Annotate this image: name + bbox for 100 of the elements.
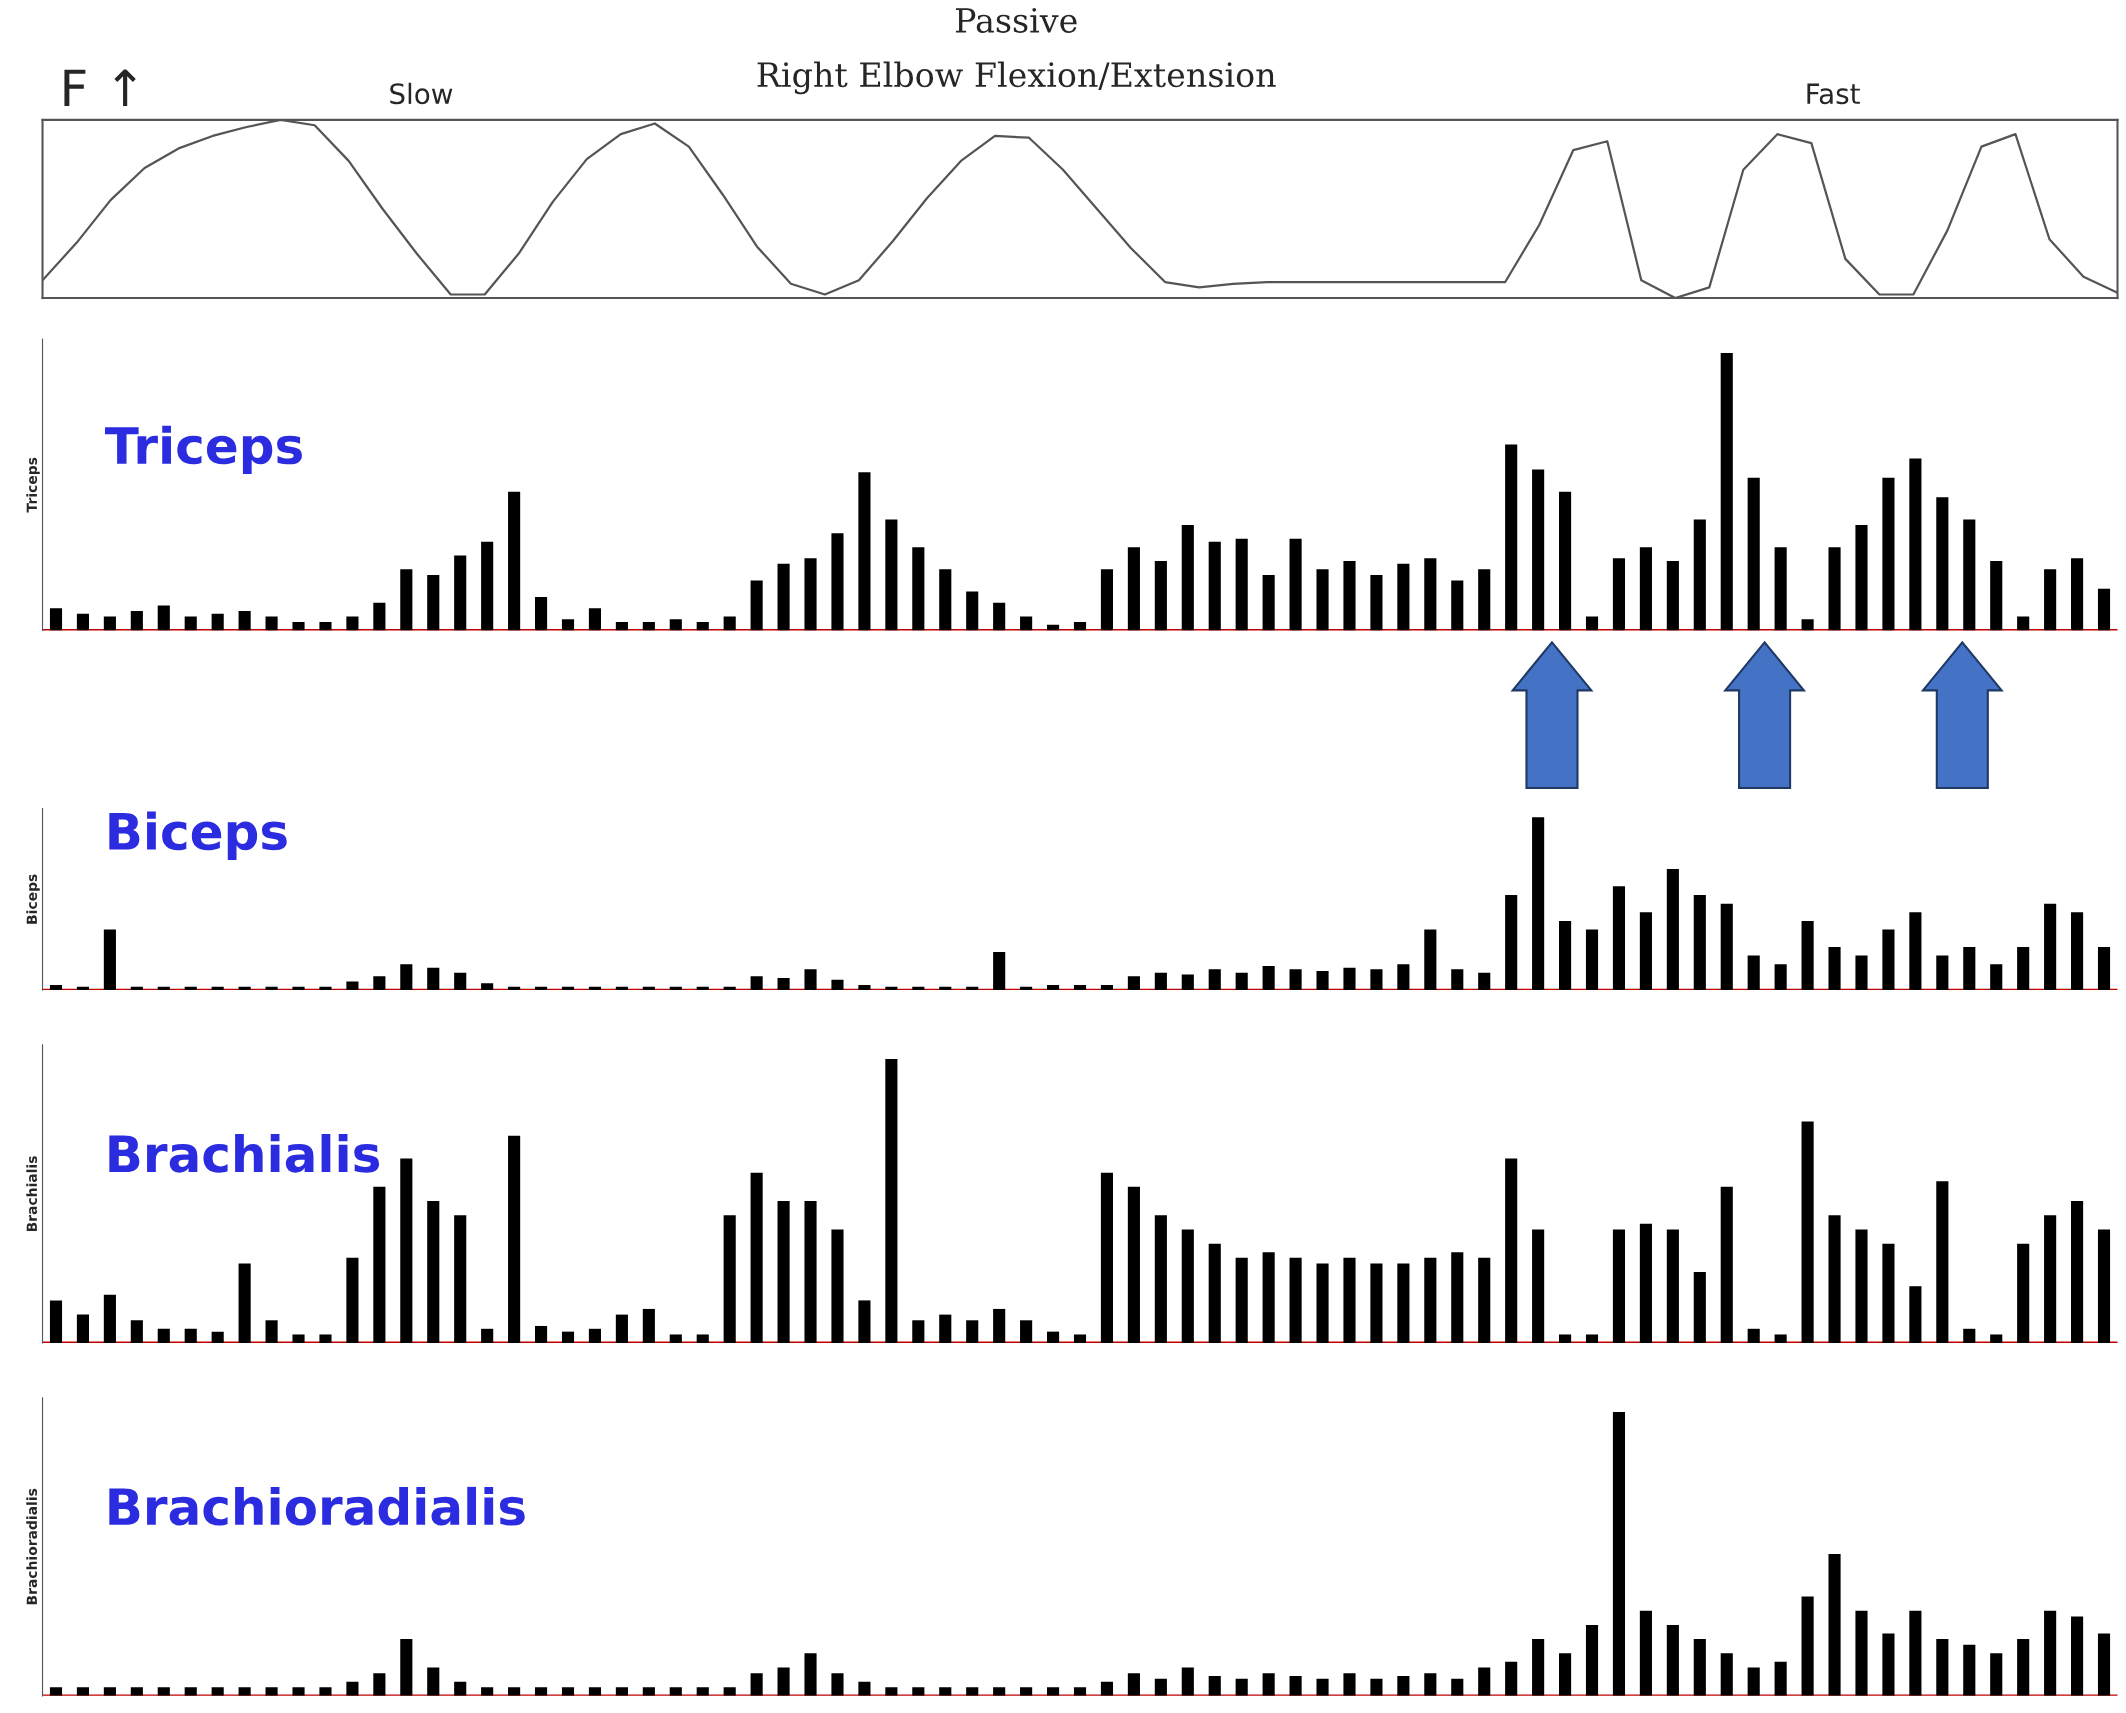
bar bbox=[1208, 1676, 1221, 1696]
bar bbox=[1936, 1181, 1949, 1343]
bar bbox=[1020, 1687, 1033, 1696]
bar bbox=[1612, 558, 1626, 631]
bar bbox=[1909, 912, 1922, 991]
bar bbox=[265, 616, 278, 631]
bar bbox=[346, 616, 359, 631]
bar bbox=[1154, 1678, 1167, 1696]
bar bbox=[1801, 920, 1814, 991]
bar bbox=[1612, 1229, 1626, 1343]
bar bbox=[1990, 1653, 2003, 1696]
bar bbox=[1397, 1676, 1410, 1696]
bar bbox=[1208, 541, 1221, 631]
bar bbox=[1343, 1673, 1356, 1696]
bar bbox=[1747, 955, 1760, 991]
bar bbox=[2071, 558, 2084, 631]
bar bbox=[1720, 903, 1733, 991]
bar bbox=[1828, 1553, 1841, 1696]
bar bbox=[885, 1059, 898, 1343]
bar bbox=[1774, 547, 1787, 631]
bar bbox=[2071, 1616, 2084, 1696]
bar bbox=[669, 619, 682, 631]
bar bbox=[508, 1135, 521, 1343]
bar bbox=[1828, 1215, 1841, 1343]
bar bbox=[1424, 558, 1437, 631]
bar bbox=[292, 1334, 305, 1343]
bar bbox=[1882, 929, 1895, 991]
bar bbox=[1963, 1328, 1976, 1343]
bar bbox=[346, 1257, 359, 1343]
annotation: Biceps bbox=[109, 811, 287, 860]
bar bbox=[2017, 1639, 2030, 1696]
bar bbox=[1020, 616, 1033, 631]
bar bbox=[1343, 1257, 1356, 1343]
bar bbox=[1289, 538, 1302, 631]
bar bbox=[1909, 1610, 1922, 1696]
bar bbox=[130, 1320, 143, 1343]
bar bbox=[1612, 1412, 1626, 1696]
bar bbox=[1047, 624, 1060, 631]
bar bbox=[427, 1667, 440, 1696]
bar bbox=[1235, 972, 1248, 991]
bar bbox=[966, 1320, 979, 1343]
bar bbox=[1693, 1272, 1706, 1343]
bar bbox=[1397, 563, 1410, 631]
bar bbox=[858, 1300, 871, 1343]
bar bbox=[2071, 912, 2084, 991]
bar bbox=[1693, 519, 1706, 631]
bar bbox=[1047, 1331, 1060, 1343]
bar bbox=[49, 984, 63, 991]
bar bbox=[130, 1687, 143, 1696]
bar bbox=[1289, 969, 1302, 991]
bar bbox=[1774, 1661, 1787, 1696]
bar bbox=[1316, 971, 1329, 991]
bar bbox=[76, 613, 89, 631]
bar bbox=[1639, 547, 1652, 631]
bar bbox=[1424, 1673, 1437, 1696]
bar bbox=[588, 608, 602, 631]
chart-title: Passive bbox=[955, 7, 1077, 33]
bar bbox=[1127, 547, 1140, 631]
bar bbox=[534, 1687, 548, 1696]
bar bbox=[454, 972, 467, 991]
bar bbox=[1855, 1229, 1868, 1343]
bar bbox=[1127, 1186, 1140, 1343]
bar bbox=[1666, 869, 1679, 991]
bar bbox=[1505, 895, 1518, 991]
bar bbox=[76, 1314, 89, 1343]
bar bbox=[157, 1328, 170, 1343]
bar bbox=[103, 1687, 116, 1696]
bar bbox=[1585, 1624, 1599, 1696]
bar bbox=[373, 1186, 386, 1343]
bar bbox=[1073, 984, 1087, 991]
bar bbox=[1963, 1644, 1976, 1696]
bar bbox=[777, 1201, 790, 1343]
bar bbox=[1343, 967, 1356, 991]
bar bbox=[993, 952, 1006, 991]
bar bbox=[858, 984, 871, 991]
bar bbox=[642, 1687, 655, 1696]
bar bbox=[1073, 1687, 1087, 1696]
y-axis-title: Brachioradialis bbox=[26, 1488, 38, 1605]
bar bbox=[1774, 964, 1787, 991]
bar bbox=[508, 491, 521, 631]
text: Slow bbox=[390, 82, 453, 105]
bar bbox=[1370, 969, 1383, 991]
bar bbox=[534, 1325, 548, 1343]
bar bbox=[1532, 817, 1545, 991]
bar bbox=[723, 1687, 736, 1696]
bar bbox=[1235, 538, 1248, 631]
bar bbox=[1235, 1678, 1248, 1696]
bar bbox=[1478, 1667, 1491, 1696]
bar bbox=[211, 1331, 224, 1343]
bar bbox=[1208, 1243, 1221, 1343]
bar bbox=[1127, 976, 1140, 991]
bar bbox=[804, 1653, 817, 1696]
bar bbox=[427, 574, 440, 631]
bar bbox=[1262, 965, 1275, 991]
bar bbox=[723, 616, 736, 631]
bar bbox=[1154, 1215, 1167, 1343]
bar bbox=[939, 1687, 952, 1696]
bar bbox=[1505, 444, 1518, 631]
annotation: Brachioradialis bbox=[109, 1486, 525, 1526]
bar bbox=[777, 563, 790, 631]
